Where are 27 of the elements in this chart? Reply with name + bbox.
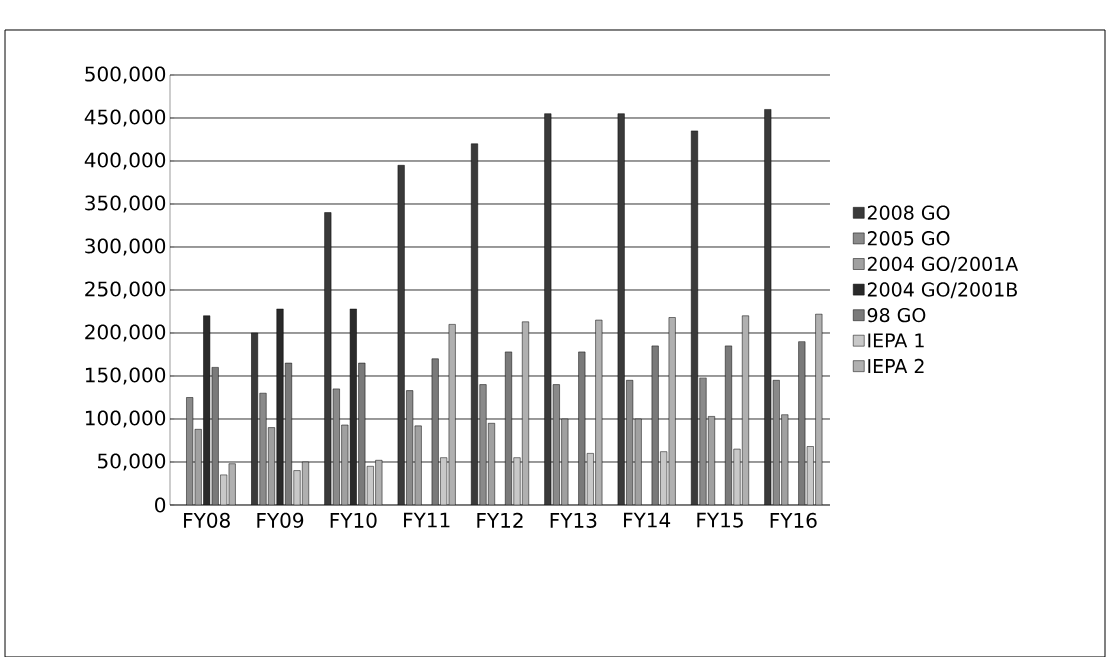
y-tick-label: 250,000: [85, 281, 166, 299]
y-tick-label: 450,000: [84, 109, 166, 127]
x-tick-label: FY12: [477, 512, 523, 528]
y-tick-label: 150,000: [85, 367, 166, 385]
x-tick-label: FY11: [404, 512, 450, 528]
x-tick-label: FY08: [184, 512, 230, 528]
legend-label: IEPA 2: [868, 358, 924, 373]
legend-label: 2008 GO: [867, 205, 950, 220]
x-tick-label: FY15: [697, 512, 743, 528]
x-tick-label: FY16: [770, 512, 817, 528]
y-tick-label: 500,000: [85, 66, 166, 84]
x-tick-label: FY10: [330, 512, 377, 528]
y-tick-label: 100,000: [85, 410, 166, 428]
x-tick-label: FY09: [257, 512, 304, 528]
legend-label: 2004 GO/2001A: [867, 256, 1019, 273]
x-tick-label: FY13: [550, 512, 597, 528]
legend-label: 2004 GO/2001B: [867, 282, 1017, 298]
y-tick-label: 400,000: [84, 152, 166, 170]
legend-label: 98 GO: [867, 307, 926, 323]
x-tick-label: FY14: [624, 512, 671, 528]
y-tick-label: 200,000: [85, 324, 166, 342]
y-tick-label: 350,000: [85, 195, 166, 213]
legend-label: 2005 GO: [867, 230, 950, 246]
y-tick-label: 300,000: [85, 238, 166, 256]
legend-label: IEPA 1: [868, 333, 924, 348]
y-tick-label: 50,000: [98, 453, 166, 471]
y-tick-label: 0: [155, 497, 166, 513]
